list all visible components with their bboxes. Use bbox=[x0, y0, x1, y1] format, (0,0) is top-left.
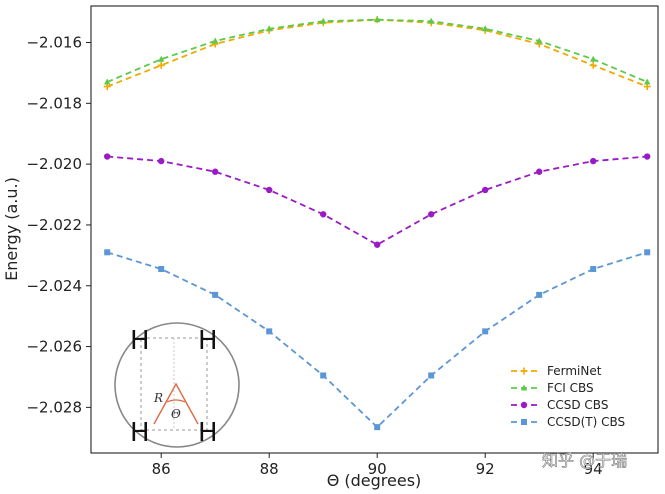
series-2 bbox=[104, 153, 651, 248]
legend-label: CCSD CBS bbox=[547, 398, 608, 412]
y-tick-label: −2.016 bbox=[26, 33, 82, 51]
data-point bbox=[482, 328, 489, 335]
inset-angle-lines bbox=[153, 382, 199, 425]
x-tick-label: 92 bbox=[476, 460, 495, 478]
plot-area bbox=[90, 5, 659, 454]
data-point bbox=[212, 291, 219, 298]
series-line bbox=[106, 18, 648, 83]
data-point bbox=[536, 168, 543, 175]
data-point bbox=[590, 266, 597, 273]
data-point bbox=[104, 78, 111, 85]
legend-label: FCI CBS bbox=[547, 381, 594, 395]
inset-angle-arc bbox=[166, 399, 186, 403]
series-3 bbox=[104, 249, 651, 431]
y-tick-label: −2.022 bbox=[26, 216, 82, 234]
data-point bbox=[104, 249, 111, 256]
data-point bbox=[536, 291, 543, 298]
data-point bbox=[158, 55, 165, 62]
inset-theta-label: Θ bbox=[171, 407, 181, 421]
data-point bbox=[212, 168, 219, 175]
data-point bbox=[644, 153, 651, 160]
data-point bbox=[158, 266, 165, 273]
legend: FermiNet FCI CBS CCSD CBS CCSD(T) CBS bbox=[511, 364, 625, 429]
y-tick-label: −2.028 bbox=[26, 398, 82, 416]
data-point bbox=[428, 211, 435, 218]
inset-atom-bottom-right: H bbox=[198, 418, 218, 448]
legend-label: CCSD(T) CBS bbox=[547, 415, 625, 429]
data-point bbox=[482, 186, 489, 194]
data-point bbox=[266, 328, 273, 335]
inset-r-label: R bbox=[153, 391, 163, 405]
x-axis-label: Θ (degrees) bbox=[327, 471, 422, 490]
watermark: 知乎 @于瑞 bbox=[542, 451, 627, 470]
data-point bbox=[590, 157, 597, 165]
inset-atom-top-right: H bbox=[198, 326, 218, 356]
data-point bbox=[374, 424, 381, 431]
y-tick-label: −2.026 bbox=[26, 338, 82, 356]
y-axis: −2.016 −2.018 −2.020 −2.022 −2.024 −2.026 −2.0… bbox=[26, 33, 91, 416]
inset-atom-bottom-left: H bbox=[130, 418, 150, 448]
data-point bbox=[374, 16, 381, 23]
inset-diagram: H H H H R Θ bbox=[114, 322, 240, 448]
y-tick-label: −2.024 bbox=[26, 277, 82, 295]
legend-marker bbox=[520, 384, 528, 391]
data-point bbox=[536, 37, 543, 44]
legend-label: FermiNet bbox=[547, 364, 602, 378]
data-point bbox=[428, 17, 435, 24]
data-point bbox=[374, 241, 381, 248]
series-layer bbox=[103, 16, 651, 431]
data-point bbox=[320, 211, 327, 218]
data-point bbox=[266, 25, 273, 32]
data-point bbox=[320, 17, 327, 24]
x-tick-label: 90 bbox=[368, 460, 387, 478]
series-1 bbox=[104, 16, 651, 85]
legend-marker bbox=[521, 419, 527, 425]
data-point bbox=[104, 153, 111, 160]
y-tick-label: −2.018 bbox=[26, 94, 82, 112]
x-tick-label: 88 bbox=[260, 460, 279, 478]
data-point bbox=[589, 61, 597, 69]
data-point bbox=[428, 372, 435, 379]
data-point bbox=[644, 249, 651, 256]
x-axis: 86 88 90 92 94 bbox=[152, 453, 603, 478]
y-tick-label: −2.020 bbox=[26, 155, 82, 173]
y-axis-label: Energy (a.u.) bbox=[2, 177, 21, 281]
data-point bbox=[266, 186, 273, 194]
data-point bbox=[320, 372, 327, 379]
data-point bbox=[590, 55, 597, 62]
data-point bbox=[212, 37, 219, 44]
series-line bbox=[106, 251, 648, 429]
series-line bbox=[107, 155, 648, 246]
legend-marker bbox=[520, 401, 528, 409]
inset-atom-top-left: H bbox=[130, 326, 150, 356]
x-tick-label: 86 bbox=[152, 460, 171, 478]
data-point bbox=[482, 25, 489, 32]
data-point bbox=[644, 78, 651, 85]
data-point bbox=[157, 61, 165, 69]
x-tick-label: 94 bbox=[584, 460, 603, 478]
inset-circle bbox=[114, 322, 240, 448]
legend-marker bbox=[520, 367, 528, 375]
data-point bbox=[158, 157, 165, 165]
